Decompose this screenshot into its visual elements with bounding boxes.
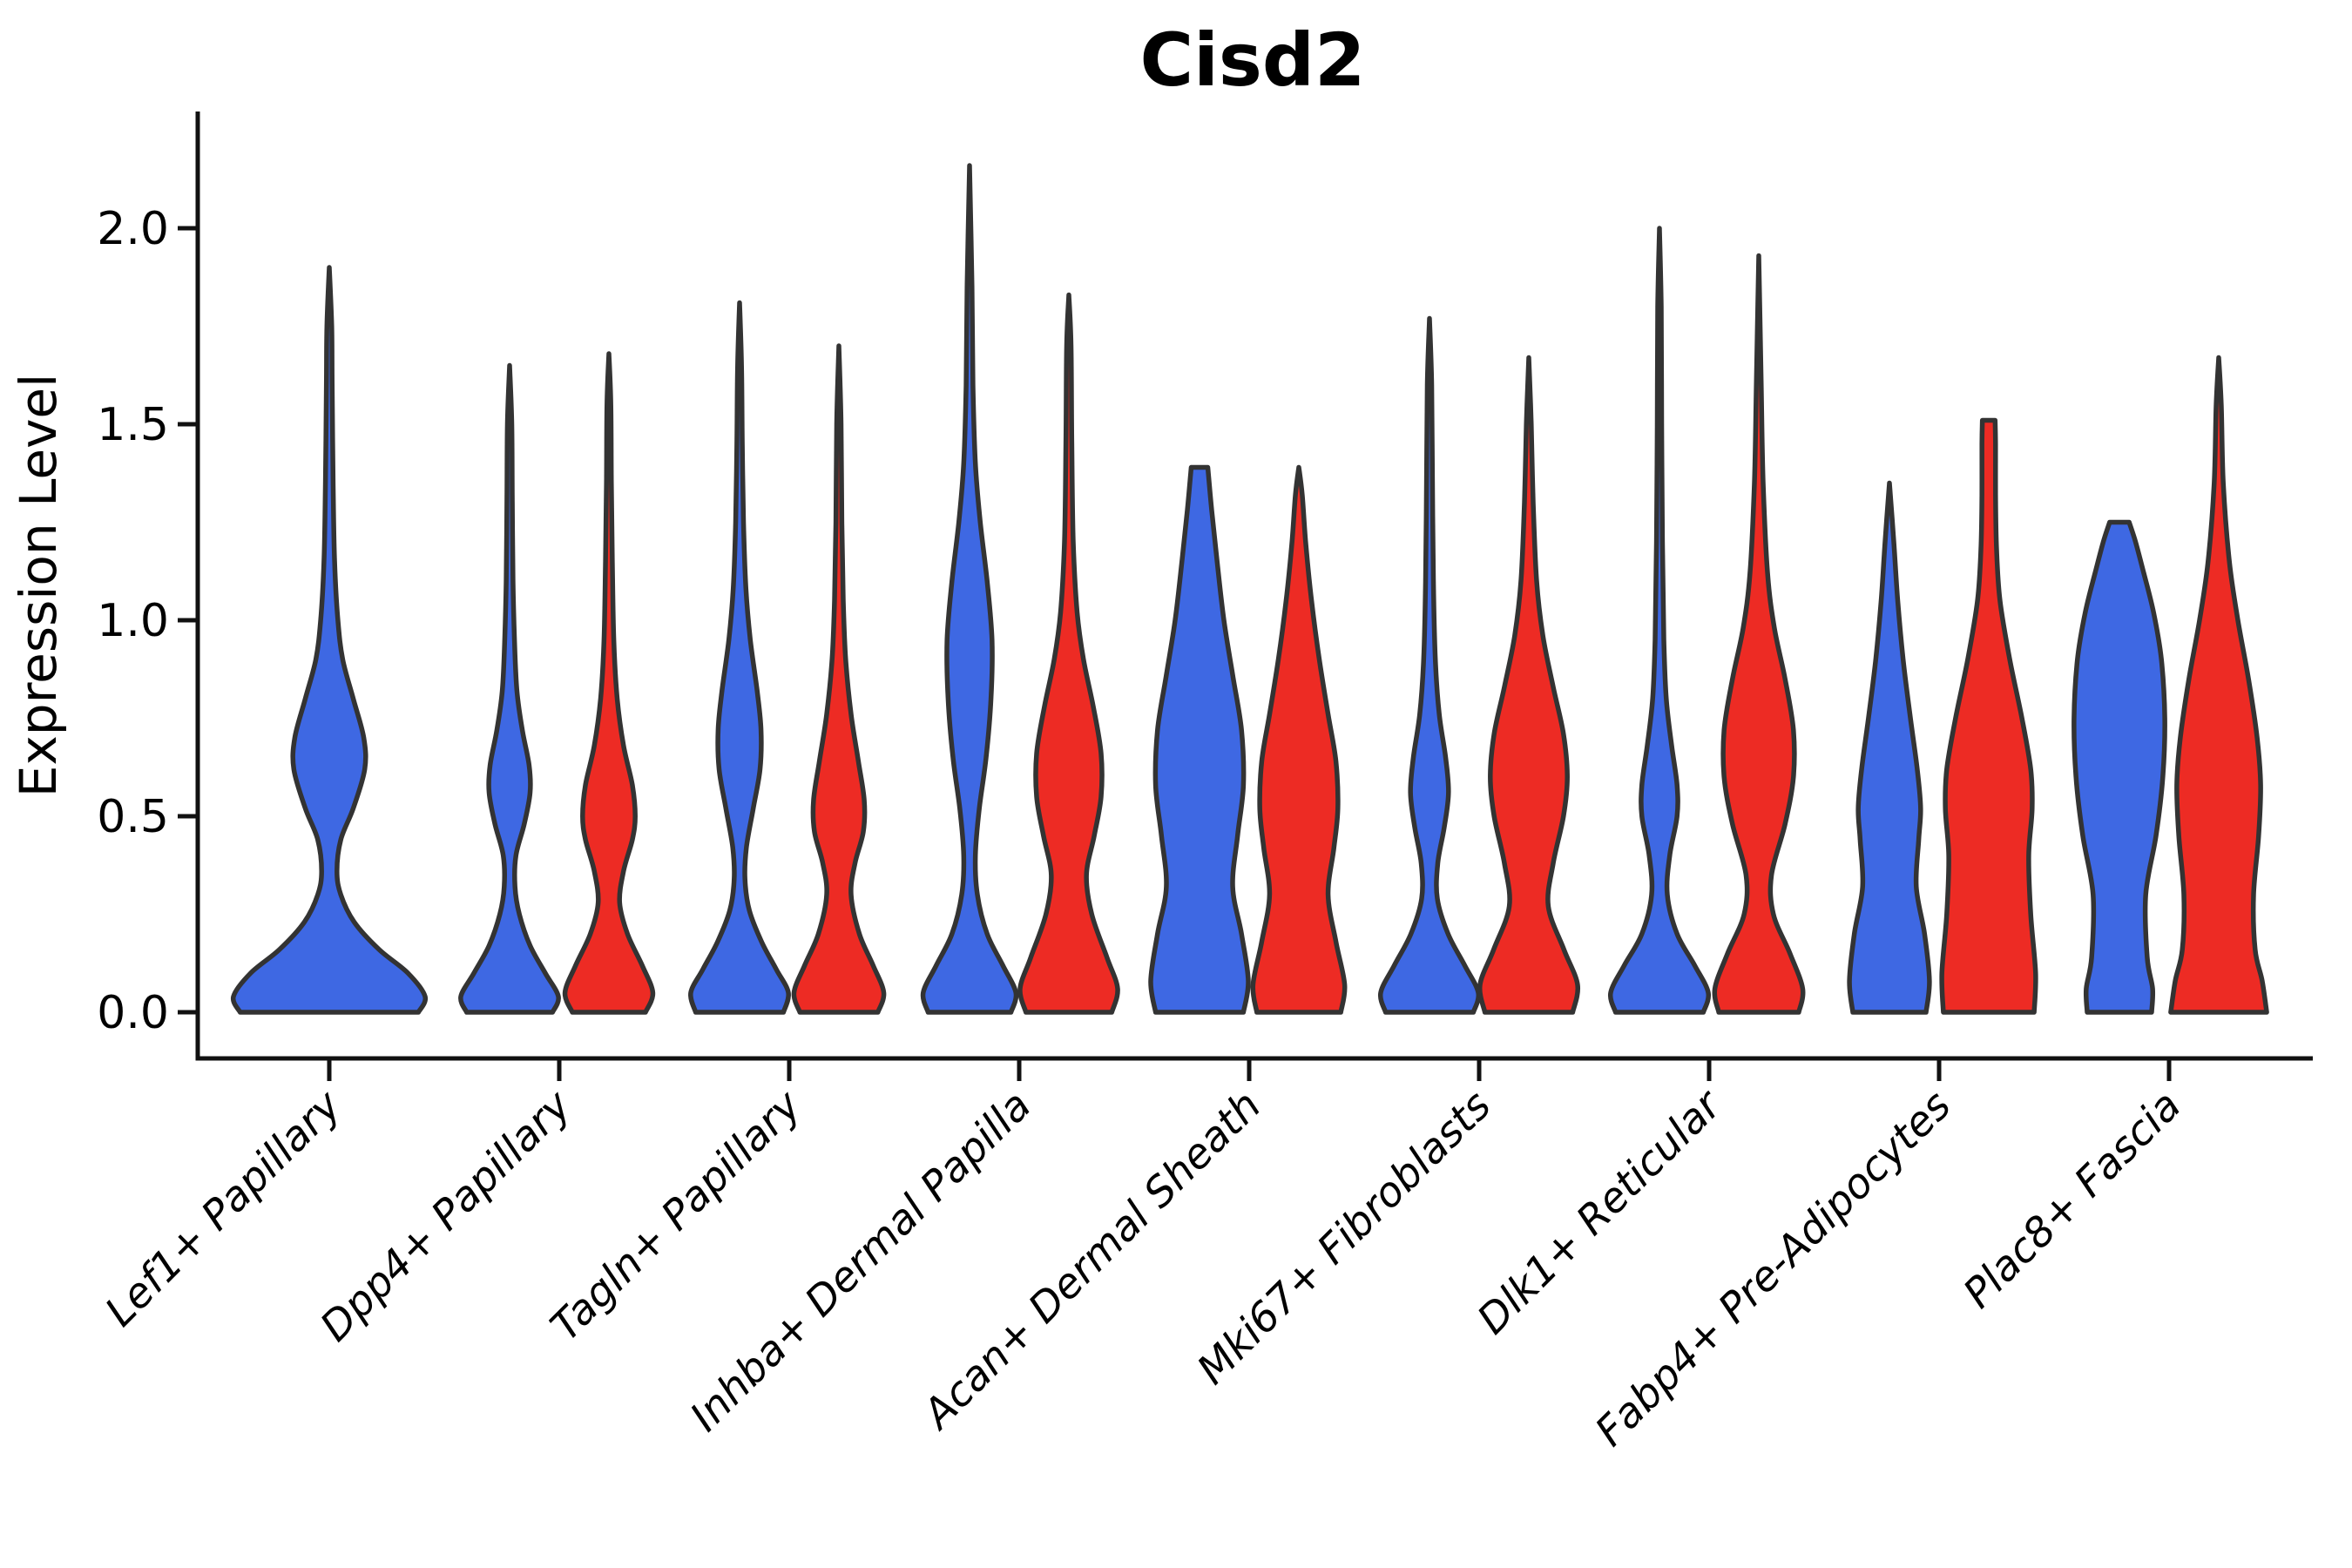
violin-plac8-fascia-red (2168, 355, 2269, 1015)
x-tick-label-tagln-papillary: Tagln+ Papillary (542, 1081, 812, 1351)
y-tick-label: 0.0 (97, 987, 169, 1039)
x-tick-label-dlk1-reticular: Dlk1+ Reticular (1469, 1080, 1733, 1344)
violin-tagln-papillary-red (791, 343, 887, 1015)
chart-title: Cisd2 (1139, 17, 1365, 103)
violin-fabp4-pre-adipocytes-blue (1847, 480, 1932, 1015)
y-tick-label: 1.0 (97, 595, 169, 647)
x-tick-label-dpp4-papillary: Dpp4+ Papillary (311, 1081, 581, 1351)
y-axis-label: Expression Level (9, 374, 68, 797)
violin-dpp4-papillary-red (562, 351, 656, 1015)
violin-dlk1-reticular-red (1712, 253, 1806, 1015)
y-tick-label: 0.5 (97, 791, 169, 843)
y-axis-ticks: 0.0 0.5 1.0 1.5 2.0 (97, 203, 198, 1039)
violin-mki67-fibroblasts-blue (1377, 315, 1482, 1015)
violin-mki67-fibroblasts-red (1477, 355, 1581, 1015)
violin-acan-dermal-sheath-blue (1148, 464, 1251, 1015)
violin-dlk1-reticular-blue (1607, 226, 1712, 1015)
x-tick-label-plac8-fascia: Plac8+ Fascia (1954, 1082, 2190, 1318)
violin-inhba-dermal-papilla-blue (920, 163, 1019, 1015)
violin-acan-dermal-sheath-red (1250, 464, 1348, 1015)
violin-inhba-dermal-papilla-red (1017, 292, 1120, 1015)
violins-layer (230, 163, 2269, 1015)
violin-lef1-papillary-blue (230, 265, 429, 1015)
violin-plac8-fascia-blue (2072, 519, 2167, 1015)
violin-fabp4-pre-adipocytes-red (1939, 417, 2038, 1015)
violin-dpp4-papillary-blue (458, 362, 561, 1015)
y-tick-label: 2.0 (97, 203, 169, 255)
violin-tagln-papillary-blue (688, 300, 791, 1015)
x-tick-label-lef1-papillary: Lef1+ Papillary (96, 1081, 351, 1336)
y-tick-label: 1.5 (97, 399, 169, 451)
